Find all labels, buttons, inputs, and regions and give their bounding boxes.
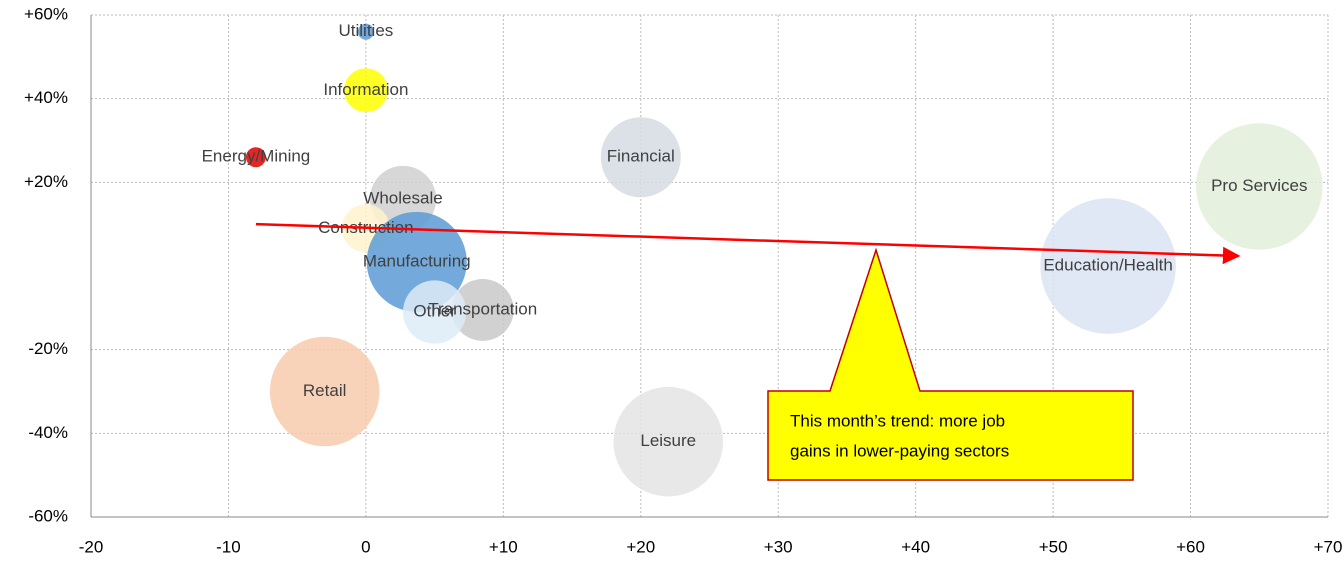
x-tick-label: +50: [1039, 537, 1068, 556]
x-tick-label: -20: [79, 537, 104, 556]
bubble-label: Energy/Mining: [202, 147, 311, 166]
bubble: [357, 23, 374, 40]
callout: [767, 247, 1134, 481]
bubble: [245, 147, 266, 168]
bubble-label: Information: [323, 80, 408, 99]
x-tick-label: +20: [626, 537, 655, 556]
x-tick-label: +60: [1176, 537, 1205, 556]
bubble: [613, 386, 724, 497]
bubble: [1196, 123, 1323, 250]
x-tick-label: +10: [489, 537, 518, 556]
bubble: [600, 117, 681, 198]
bubble-label: Leisure: [640, 431, 696, 450]
bubble-label: Pro Services: [1211, 176, 1307, 195]
y-tick-label: +40%: [24, 88, 68, 107]
x-tick-label: +30: [764, 537, 793, 556]
bubble-label: Education/Health: [1043, 255, 1172, 274]
bubble-label: Utilities: [338, 21, 393, 40]
bubble: [343, 68, 388, 113]
y-tick-label: -60%: [28, 506, 68, 525]
x-tick-label: -10: [216, 537, 241, 556]
callout-text: This month’s trend: more job: [790, 411, 1005, 430]
x-tick-label: +40: [901, 537, 930, 556]
x-tick-label: 0: [361, 537, 370, 556]
bubble: [451, 278, 514, 341]
bubble-label: Other: [413, 302, 456, 321]
bubble-label: Retail: [303, 381, 346, 400]
bubble: [402, 280, 467, 344]
y-tick-label: +20%: [24, 172, 68, 191]
bubble-label: Transportation: [428, 299, 537, 318]
x-tick-label: +70: [1314, 537, 1343, 556]
callout-text: gains in lower-paying sectors: [790, 441, 1009, 460]
bubble-label: Wholesale: [363, 189, 442, 208]
y-tick-label: +60%: [24, 4, 68, 23]
bubble-label: Manufacturing: [363, 251, 471, 270]
bubble: [1040, 198, 1176, 334]
y-tick-label: -20%: [28, 339, 68, 358]
bubble-label: Financial: [607, 147, 675, 166]
y-tick-label: -40%: [28, 423, 68, 442]
bubble: [269, 336, 380, 447]
trend-arrow: [255, 222, 1241, 265]
